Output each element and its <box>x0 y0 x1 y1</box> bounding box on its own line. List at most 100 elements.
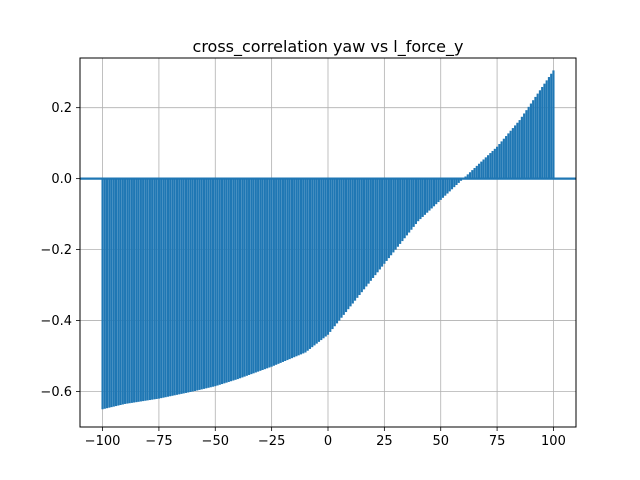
correlation-bar <box>538 90 541 179</box>
correlation-bar <box>457 178 460 183</box>
correlation-bar <box>311 178 314 348</box>
correlation-bar <box>103 178 106 409</box>
correlation-bar <box>349 178 352 307</box>
correlation-bar <box>133 178 136 403</box>
correlation-bar <box>108 178 111 408</box>
correlation-bar <box>532 100 535 179</box>
correlation-bar <box>121 178 124 405</box>
correlation-bar <box>367 178 370 284</box>
correlation-bar <box>209 178 212 388</box>
correlation-bar <box>437 178 440 203</box>
correlation-bar <box>281 178 284 362</box>
correlation-bar <box>250 178 253 375</box>
correlation-bar <box>317 178 321 342</box>
correlation-bar <box>511 128 514 179</box>
correlation-bar <box>243 178 246 377</box>
correlation-bar <box>408 178 411 233</box>
correlation-bar <box>477 163 481 179</box>
correlation-bar <box>275 178 278 365</box>
x-axis: −100 −75 −50 −25 0 25 50 75 100 <box>85 427 566 449</box>
correlation-bar <box>396 178 399 247</box>
y-axis: −0.6 −0.4 −0.2 0.0 0.2 <box>40 101 80 400</box>
correlation-bar <box>394 178 397 250</box>
correlation-bar <box>421 178 424 217</box>
correlation-bar <box>448 178 451 192</box>
correlation-bar <box>299 178 303 355</box>
x-tick-label: −100 <box>85 434 121 449</box>
correlation-bar <box>139 178 142 402</box>
x-tick-label: 0 <box>324 434 332 449</box>
correlation-bar <box>146 178 149 401</box>
x-tick-label: −25 <box>258 434 285 449</box>
correlation-bar <box>126 178 129 404</box>
correlation-bar <box>374 178 377 276</box>
correlation-bar <box>518 120 521 179</box>
correlation-bar <box>390 178 393 256</box>
correlation-bar <box>487 155 490 179</box>
correlation-bar <box>417 178 420 222</box>
correlation-bar <box>385 178 388 261</box>
correlation-bar <box>196 178 199 391</box>
correlation-bar <box>164 178 167 398</box>
correlation-bar <box>329 178 332 332</box>
correlation-bar <box>475 165 478 179</box>
correlation-bar <box>435 178 438 205</box>
correlation-bar <box>473 167 476 179</box>
correlation-bar <box>376 178 379 273</box>
correlation-bar <box>453 178 456 188</box>
x-tick-label: −50 <box>202 434 229 449</box>
correlation-bar <box>403 178 406 239</box>
correlation-bar <box>105 178 109 409</box>
correlation-bar <box>266 178 269 369</box>
correlation-bar <box>124 178 127 404</box>
correlation-bar <box>308 178 312 349</box>
correlation-bar <box>313 178 316 346</box>
correlation-bar <box>489 153 492 179</box>
correlation-bar <box>175 178 179 395</box>
correlation-bar <box>171 178 174 396</box>
correlation-bar <box>184 178 188 393</box>
correlation-bar <box>387 178 390 259</box>
correlation-bar <box>245 178 248 376</box>
correlation-bar <box>399 178 402 244</box>
correlation-bar <box>248 178 251 375</box>
correlation-bar <box>234 178 237 380</box>
correlation-bar <box>137 178 140 402</box>
correlation-bar <box>259 178 262 371</box>
correlation-bar <box>304 178 307 353</box>
correlation-bar <box>509 130 512 179</box>
correlation-bar <box>412 178 415 227</box>
x-tick-label: 25 <box>376 434 393 449</box>
correlation-bar <box>119 178 122 406</box>
correlation-bar <box>491 150 494 179</box>
correlation-bar <box>527 106 530 179</box>
correlation-bar <box>450 178 454 190</box>
correlation-bar <box>410 178 413 230</box>
y-tick-label: −0.2 <box>40 243 72 258</box>
correlation-bar <box>496 146 499 179</box>
correlation-bar <box>516 122 519 179</box>
correlation-bar <box>205 178 208 389</box>
correlation-bar <box>363 178 366 290</box>
correlation-bar <box>541 86 544 179</box>
correlation-bar <box>423 178 427 215</box>
correlation-bar <box>257 178 260 372</box>
correlation-bar <box>169 178 172 397</box>
correlation-bar <box>356 178 359 298</box>
correlation-bar <box>446 178 449 194</box>
correlation-bar <box>401 178 404 242</box>
correlation-bar <box>252 178 255 374</box>
correlation-bar <box>550 73 553 179</box>
correlation-bar <box>547 77 551 179</box>
y-tick-label: −0.4 <box>40 314 72 329</box>
x-tick-label: −75 <box>145 434 172 449</box>
correlation-bar <box>302 178 305 354</box>
correlation-bar <box>160 178 163 399</box>
correlation-bar <box>344 178 348 313</box>
correlation-bar <box>135 178 138 403</box>
correlation-bar <box>202 178 206 389</box>
correlation-bar <box>351 178 354 304</box>
correlation-bar <box>272 178 275 366</box>
correlation-bar <box>241 178 244 378</box>
